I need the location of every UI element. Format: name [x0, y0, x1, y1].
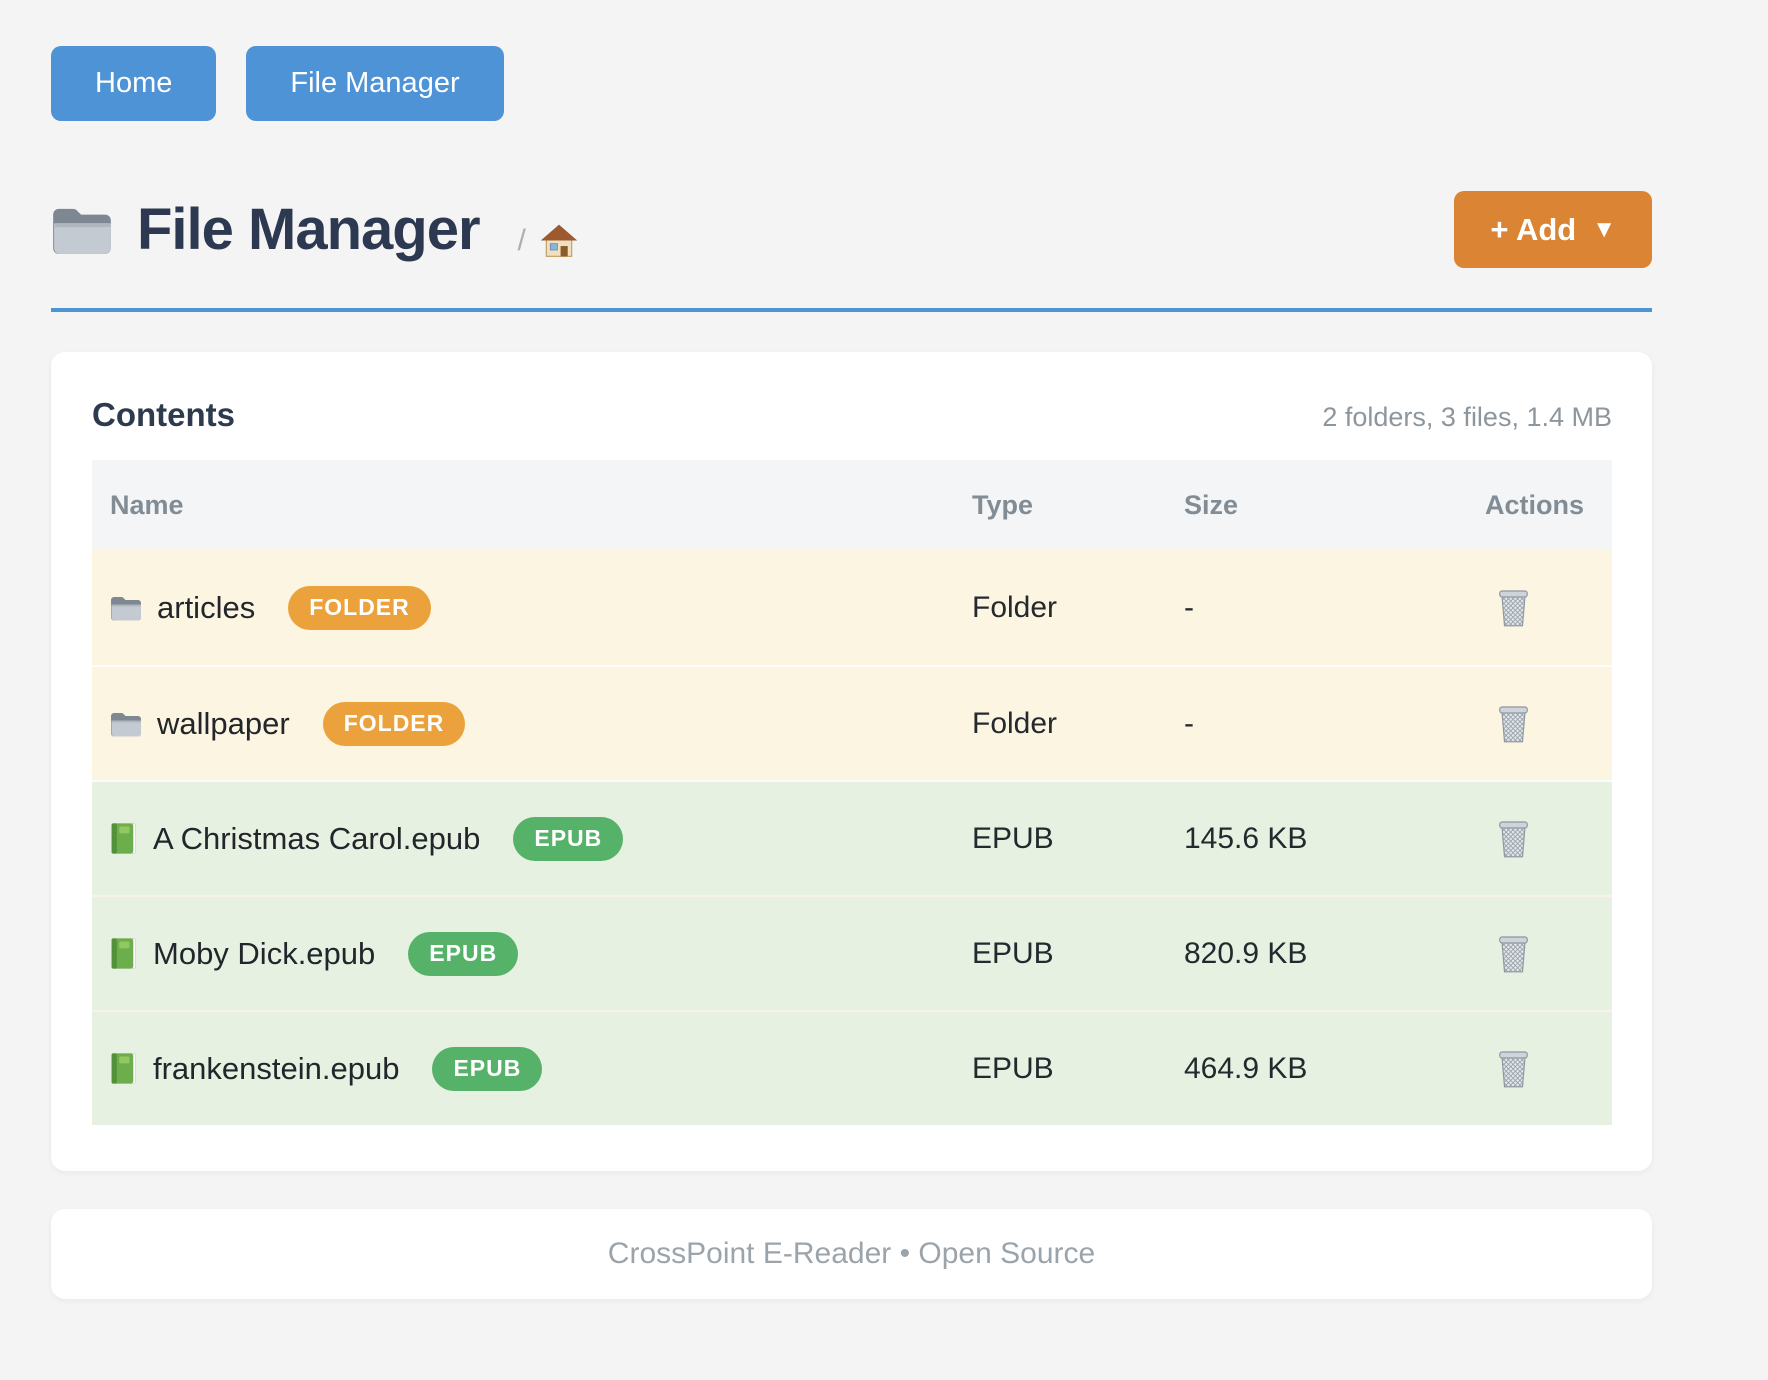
column-header-size: Size — [1184, 489, 1239, 520]
breadcrumb-separator: / — [517, 223, 526, 257]
page-title: File Manager — [137, 197, 481, 262]
breadcrumb: / — [518, 223, 578, 258]
folder-icon — [51, 205, 113, 255]
trash-icon — [1497, 587, 1530, 628]
file-size: - — [1184, 590, 1194, 624]
contents-card-header: Contents 2 folders, 3 files, 1.4 MB — [92, 396, 1612, 434]
table-row-moby-dick[interactable]: Moby Dick.epub EPUB EPUB 820.9 KB — [92, 895, 1612, 1010]
trash-icon — [1497, 933, 1530, 974]
trash-icon — [1497, 1048, 1530, 1089]
file-size: - — [1184, 706, 1194, 740]
file-type: Folder — [972, 590, 1058, 624]
table-row-articles[interactable]: articles FOLDER Folder - — [92, 550, 1612, 665]
file-type: EPUB — [972, 1051, 1054, 1085]
book-icon — [110, 822, 138, 855]
column-header-name: Name — [110, 489, 184, 520]
footer: CrossPoint E-Reader • Open Source — [51, 1209, 1652, 1299]
add-button[interactable]: + Add ▼ — [1454, 191, 1652, 268]
caret-down-icon: ▼ — [1592, 215, 1616, 243]
delete-button[interactable] — [1491, 583, 1536, 632]
column-header-type: Type — [972, 489, 1034, 520]
book-icon — [110, 937, 138, 970]
file-table: Name Type Size Actions articles FOLDER F… — [92, 460, 1612, 1125]
top-nav: Home File Manager — [51, 0, 1652, 121]
file-name[interactable]: frankenstein.epub — [153, 1050, 400, 1086]
type-badge: EPUB — [513, 816, 624, 861]
home-icon[interactable] — [540, 223, 578, 258]
file-type: Folder — [972, 706, 1058, 740]
trash-icon — [1497, 703, 1530, 744]
trash-icon — [1497, 818, 1530, 859]
contents-summary: 2 folders, 3 files, 1.4 MB — [1322, 402, 1612, 432]
page-container: Home File Manager File Manager / + Add ▼… — [51, 0, 1652, 1299]
file-type: EPUB — [972, 821, 1054, 855]
contents-card: Contents 2 folders, 3 files, 1.4 MB Name… — [51, 352, 1652, 1171]
folder-icon — [110, 711, 142, 737]
title-divider — [51, 308, 1652, 312]
delete-button[interactable] — [1491, 1044, 1536, 1093]
nav-button-file-manager[interactable]: File Manager — [246, 46, 504, 121]
table-row-christmas-carol[interactable]: A Christmas Carol.epub EPUB EPUB 145.6 K… — [92, 780, 1612, 895]
delete-button[interactable] — [1491, 699, 1536, 748]
contents-heading: Contents — [92, 396, 235, 433]
file-name[interactable]: articles — [157, 589, 256, 625]
file-size: 820.9 KB — [1184, 936, 1308, 970]
type-badge: FOLDER — [288, 585, 431, 630]
page-header: File Manager / + Add ▼ — [51, 191, 1652, 268]
file-name[interactable]: Moby Dick.epub — [153, 935, 376, 971]
table-row-wallpaper[interactable]: wallpaper FOLDER Folder - — [92, 665, 1612, 780]
type-badge: EPUB — [432, 1046, 543, 1091]
file-size: 464.9 KB — [1184, 1051, 1308, 1085]
delete-button[interactable] — [1491, 929, 1536, 978]
table-row-frankenstein[interactable]: frankenstein.epub EPUB EPUB 464.9 KB — [92, 1010, 1612, 1125]
nav-button-home[interactable]: Home — [51, 46, 217, 121]
footer-text: CrossPoint E-Reader • Open Source — [607, 1237, 1096, 1270]
delete-button[interactable] — [1491, 814, 1536, 863]
table-header-row: Name Type Size Actions — [92, 460, 1612, 550]
type-badge: FOLDER — [322, 701, 466, 746]
folder-icon — [110, 595, 142, 621]
file-type: EPUB — [972, 936, 1054, 970]
column-header-actions: Actions — [1484, 489, 1584, 520]
add-button-label: + Add — [1490, 212, 1577, 247]
book-icon — [110, 1052, 138, 1085]
file-size: 145.6 KB — [1184, 821, 1308, 855]
file-name[interactable]: wallpaper — [157, 705, 290, 741]
file-name[interactable]: A Christmas Carol.epub — [153, 820, 481, 856]
type-badge: EPUB — [408, 931, 519, 976]
